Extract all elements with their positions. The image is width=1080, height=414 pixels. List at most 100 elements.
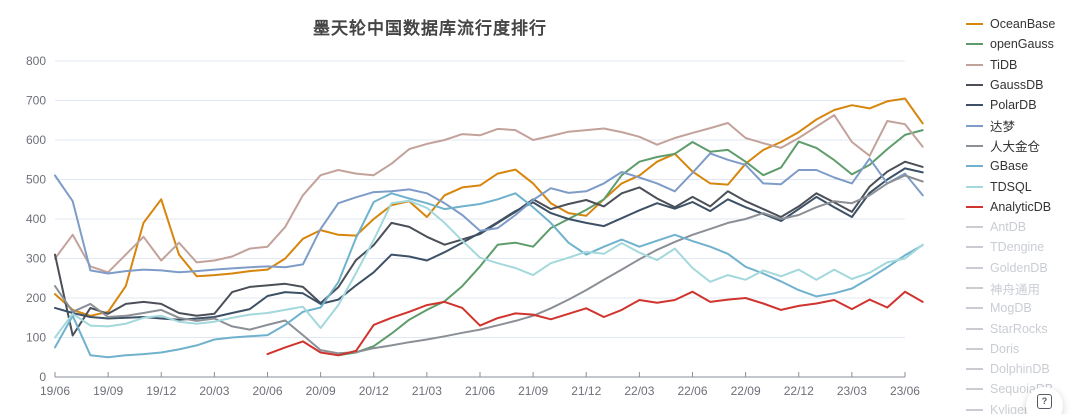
legend-label: GaussDB [990, 78, 1044, 93]
legend-label: DolphinDB [990, 362, 1050, 377]
y-axis-label: 500 [26, 173, 46, 187]
legend-swatch-icon [966, 347, 983, 350]
legend-item-TiDB[interactable]: TiDB [966, 55, 1080, 75]
legend-label: GoldenDB [990, 260, 1048, 275]
legend-swatch-icon [966, 185, 983, 188]
chart-title: 墨天轮中国数据库流行度排行 [313, 19, 547, 38]
legend-item-OceanBase[interactable]: OceanBase [966, 14, 1080, 34]
series-line-TiDB[interactable] [54, 114, 924, 274]
legend-item-人大金仓[interactable]: 人大金仓 [966, 136, 1080, 156]
legend-item-StarRocks[interactable]: StarRocks [966, 318, 1080, 338]
legend-swatch-icon [966, 205, 983, 208]
y-axis-label: 200 [26, 291, 46, 305]
legend-swatch-icon [966, 43, 983, 46]
series-line-TDSQL[interactable] [54, 199, 924, 339]
y-axis-label: 0 [39, 370, 46, 384]
x-axis-label: 21/06 [465, 384, 495, 398]
legend-label: StarRocks [990, 321, 1048, 336]
legend-label: 人大金仓 [990, 140, 1041, 155]
x-axis-label: 19/09 [93, 384, 123, 398]
x-axis-label: 20/12 [359, 384, 389, 398]
x-axis-label: 21/03 [412, 384, 442, 398]
legend-swatch-icon [966, 408, 983, 411]
x-axis-label: 22/03 [624, 384, 654, 398]
y-axis-label: 800 [26, 54, 46, 68]
legend-swatch-icon [966, 124, 983, 127]
legend-item-TDSQL[interactable]: TDSQL [966, 176, 1080, 196]
plot-area[interactable]: 0 100 200 300 400 500 600 700 800 19/06 19/09 19/12… [0, 0, 960, 414]
legend-label: Kyligence [990, 402, 1045, 414]
legend-swatch-icon [966, 388, 983, 391]
legend-item-神舟通用[interactable]: 神舟通用 [966, 278, 1080, 298]
legend-item-SequoiaDB[interactable]: SequoiaDB [966, 379, 1080, 399]
x-axis-label: 20/09 [306, 384, 336, 398]
legend-label: PolarDB [990, 98, 1037, 113]
legend-swatch-icon [966, 84, 983, 87]
legend-item-AntDB[interactable]: AntDB [966, 217, 1080, 237]
series-line-openGauss[interactable] [337, 129, 924, 357]
legend-swatch-icon [966, 63, 983, 66]
legend-swatch-icon [966, 266, 983, 269]
legend-item-MogDB[interactable]: MogDB [966, 298, 1080, 318]
legend: OceanBase openGauss TiDB GaussDB PolarDB 达梦人大… [966, 14, 1080, 414]
x-axis-label: 23/03 [837, 384, 867, 398]
legend-item-GoldenDB[interactable]: GoldenDB [966, 258, 1080, 278]
x-axis-label: 19/12 [146, 384, 176, 398]
x-axis-label: 20/03 [199, 384, 229, 398]
legend-item-Kyligence[interactable]: Kyligence [966, 400, 1080, 414]
legend-swatch-icon [966, 23, 983, 26]
legend-label: AntDB [990, 220, 1027, 235]
x-axis-label: 20/06 [252, 384, 282, 398]
legend-item-GaussDB[interactable]: GaussDB [966, 75, 1080, 95]
legend-item-AnalyticDB[interactable]: AnalyticDB [966, 197, 1080, 217]
legend-item-PolarDB[interactable]: PolarDB [966, 95, 1080, 115]
legend-label: TiDB [990, 57, 1018, 72]
legend-item-TDengine[interactable]: TDengine [966, 237, 1080, 257]
legend-swatch-icon [966, 287, 983, 289]
legend-label: AnalyticDB [990, 199, 1052, 214]
y-axis-label: 400 [26, 212, 46, 226]
legend-swatch-icon [966, 246, 983, 249]
legend-item-达梦[interactable]: 达梦 [966, 115, 1080, 135]
legend-item-openGauss[interactable]: openGauss [966, 34, 1080, 54]
legend-swatch-icon [966, 327, 983, 330]
x-axis-label: 22/12 [784, 384, 814, 398]
legend-label: MogDB [990, 301, 1032, 316]
legend-label: Doris [990, 341, 1020, 356]
y-axis-label: 700 [26, 94, 46, 108]
legend-swatch-icon [966, 144, 983, 147]
series-line-PolarDB[interactable] [54, 167, 924, 321]
y-axis-label: 600 [26, 133, 46, 147]
legend-swatch-icon [966, 165, 983, 168]
series-line-人大金仓[interactable] [54, 174, 924, 355]
legend-label: TDengine [990, 240, 1045, 255]
x-axis-label: 19/06 [40, 384, 70, 398]
x-axis-label: 21/09 [518, 384, 548, 398]
legend-label: TDSQL [990, 179, 1032, 194]
series-line-OceanBase[interactable] [54, 97, 924, 317]
series-line-AnalyticDB[interactable] [266, 290, 924, 357]
legend-label: 神舟通用 [990, 282, 1041, 297]
legend-item-Doris[interactable]: Doris [966, 339, 1080, 359]
legend-item-DolphinDB[interactable]: DolphinDB [966, 359, 1080, 379]
question-mark-icon: ? [1037, 394, 1052, 409]
x-axis-label: 22/06 [677, 384, 707, 398]
help-button[interactable]: ? [1026, 387, 1063, 414]
x-axis-label: 22/09 [731, 384, 761, 398]
series-line-GBase[interactable] [54, 192, 924, 359]
x-axis-label: 23/06 [890, 384, 920, 398]
legend-swatch-icon [966, 368, 983, 371]
series-line-达梦[interactable] [54, 152, 924, 275]
legend-label: OceanBase [990, 17, 1056, 32]
y-axis-label: 100 [26, 331, 46, 345]
legend-swatch-icon [966, 104, 983, 107]
legend-label: openGauss [990, 37, 1054, 52]
legend-swatch-icon [966, 226, 983, 229]
legend-label: GBase [990, 159, 1029, 174]
legend-label: 达梦 [990, 120, 1016, 135]
x-axis-label: 21/12 [571, 384, 601, 398]
legend-swatch-icon [966, 307, 983, 310]
legend-item-GBase[interactable]: GBase [966, 156, 1080, 176]
y-axis-label: 300 [26, 252, 46, 266]
